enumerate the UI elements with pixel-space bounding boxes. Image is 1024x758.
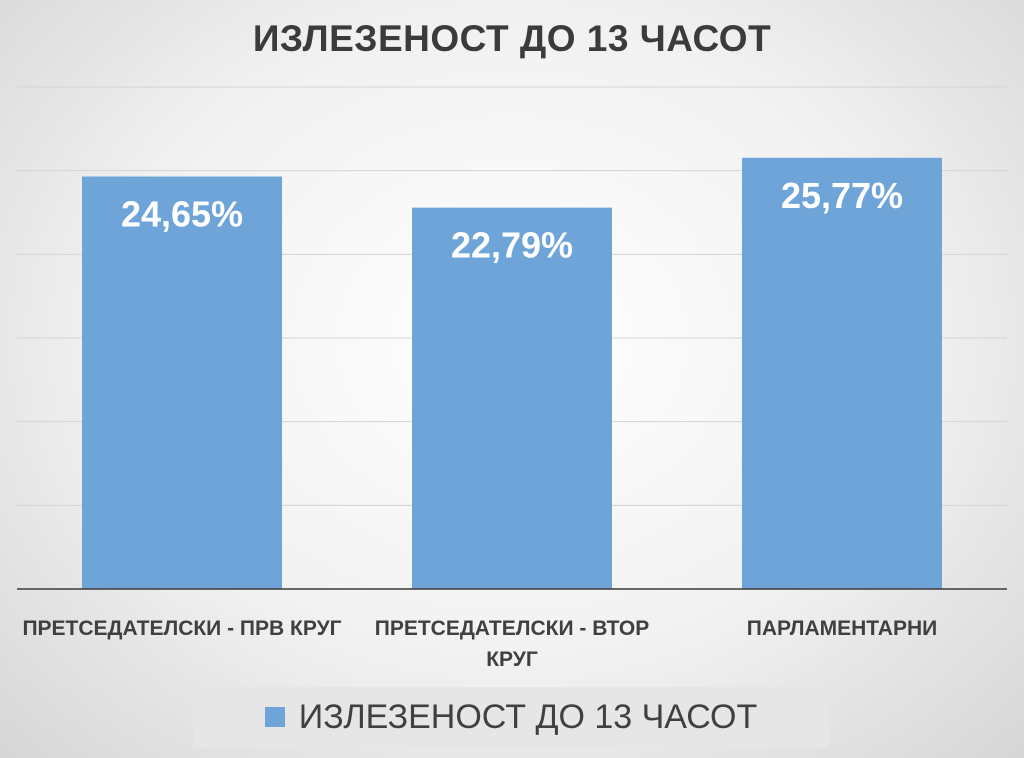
bar-3 xyxy=(742,157,942,590)
chart-title: ИЗЛЕЗЕНОСТ ДО 13 ЧАСОТ xyxy=(252,18,772,59)
data-label-2: 22,79% xyxy=(451,225,573,266)
legend: ИЗЛЕЗЕНОСТ ДО 13 ЧАСОТ xyxy=(193,687,829,747)
data-label-3: 25,77% xyxy=(781,175,903,216)
data-label-1: 24,65% xyxy=(121,194,243,235)
x-tick-label-3: ПАРЛАМЕНТАРНИ xyxy=(746,617,938,640)
legend-label: ИЗЛЕЗЕНОСТ ДО 13 ЧАСОТ xyxy=(298,697,758,736)
legend-swatch xyxy=(264,707,285,727)
bar-1 xyxy=(82,176,282,590)
x-tick-label-2: ПРЕТСЕДАТЕЛСКИ - ВТОР КРУГ xyxy=(374,617,650,671)
bar-2 xyxy=(412,207,612,589)
x-tick-label-1: ПРЕТСЕДАТЕЛСКИ - ПРВ КРУГ xyxy=(22,617,342,640)
